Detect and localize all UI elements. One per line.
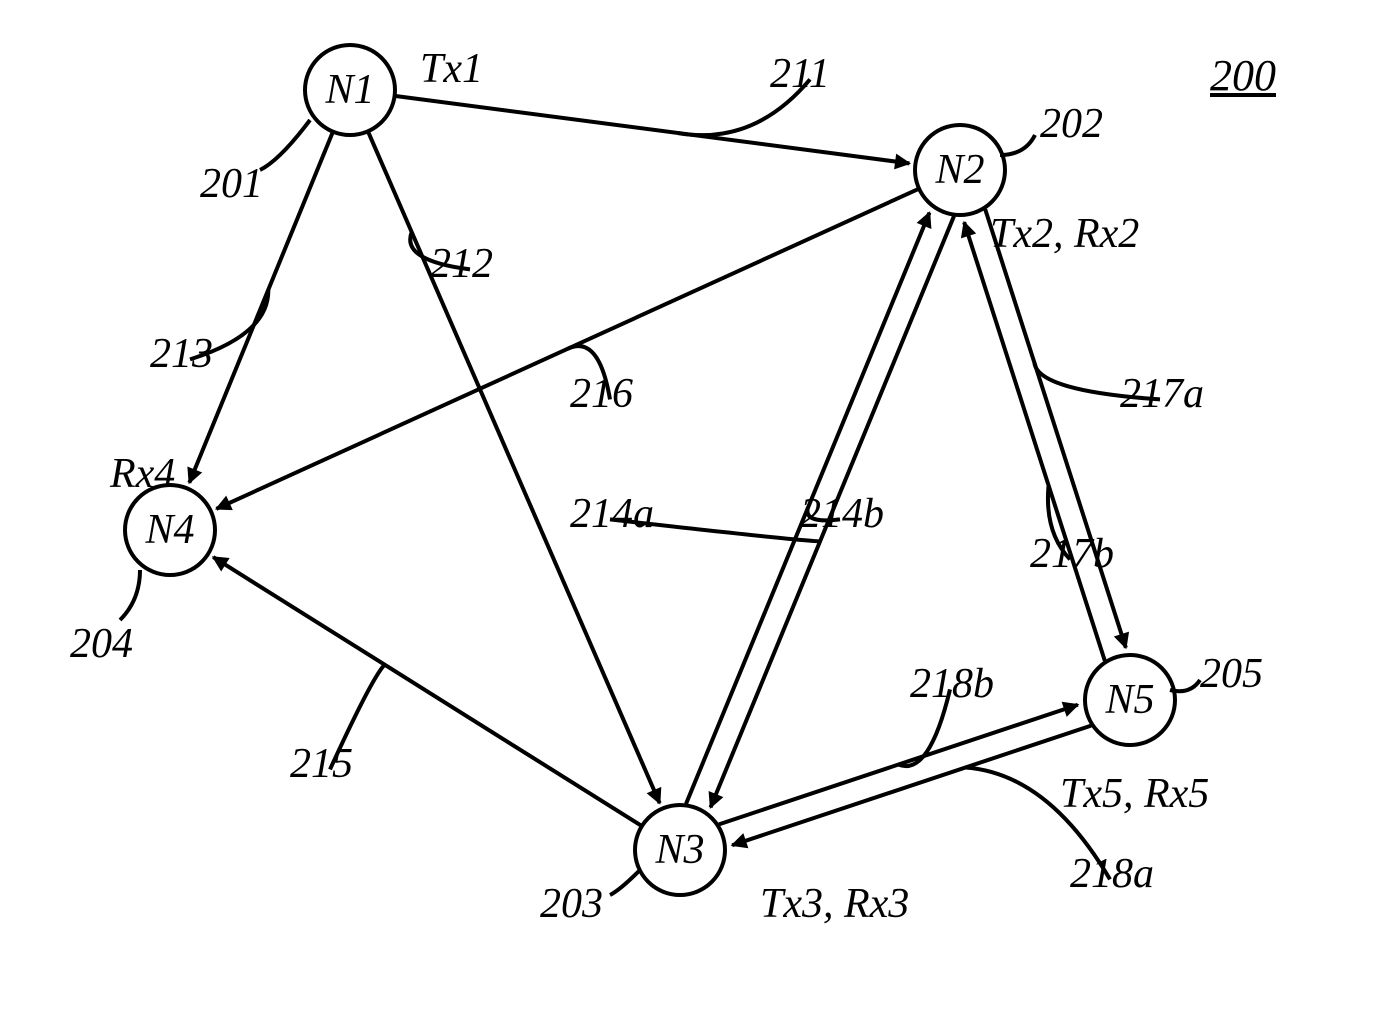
role-N3: Tx3, Rx3 — [760, 880, 909, 928]
ref-e216: 216 — [570, 370, 633, 418]
ref-e212: 212 — [430, 240, 493, 288]
node-label-N1: N1 — [324, 67, 374, 113]
edge-e215 — [213, 557, 642, 826]
leader-node-N3 — [610, 870, 640, 895]
role-N1: Tx1 — [420, 45, 483, 93]
node-label-N3: N3 — [654, 827, 704, 873]
leader-node-N4 — [120, 570, 140, 620]
node-label-N5: N5 — [1104, 677, 1154, 723]
leader-node-N1 — [260, 120, 310, 170]
node-N1: N1 — [305, 45, 395, 135]
ref-e215: 215 — [290, 740, 353, 788]
role-N5: Tx5, Rx5 — [1060, 770, 1209, 818]
node-N2: N2 — [915, 125, 1005, 215]
ref-e217b: 217b — [1030, 530, 1114, 578]
ref-N4: 204 — [70, 620, 133, 668]
ref-e211: 211 — [770, 50, 830, 98]
ref-N5: 205 — [1200, 650, 1263, 698]
diagram-stage: N1 N2 N3 N4 N5 Tx1 201 Tx2, Rx2 202 Tx3, Rx3 203 R… — [0, 0, 1374, 1013]
ref-e218b: 218b — [910, 660, 994, 708]
edge-e211 — [395, 96, 910, 164]
ref-e218a: 218a — [1070, 850, 1154, 898]
figure-label: 200 — [1210, 50, 1276, 101]
node-N3: N3 — [635, 805, 725, 895]
node-N4: N4 — [125, 485, 215, 575]
edge-e218b — [719, 705, 1078, 825]
role-N2: Tx2, Rx2 — [990, 210, 1139, 258]
ref-e214a: 214a — [570, 490, 654, 538]
node-N5: N5 — [1085, 655, 1175, 745]
leader-node-N2 — [1000, 135, 1035, 155]
node-label-N2: N2 — [934, 147, 984, 193]
ref-e213: 213 — [150, 330, 213, 378]
edge-e217b — [964, 222, 1105, 661]
ref-e214b: 214b — [800, 490, 884, 538]
role-N4: Rx4 — [110, 450, 175, 498]
node-label-N4: N4 — [144, 507, 194, 553]
edge-e217a — [985, 209, 1126, 648]
edge-e212 — [368, 131, 660, 803]
ref-N2: 202 — [1040, 100, 1103, 148]
ref-e217a: 217a — [1120, 370, 1204, 418]
network-svg: N1 N2 N3 N4 N5 — [0, 0, 1374, 1013]
ref-N3: 203 — [540, 880, 603, 928]
edge-e218a — [732, 726, 1091, 846]
ref-N1: 201 — [200, 160, 263, 208]
